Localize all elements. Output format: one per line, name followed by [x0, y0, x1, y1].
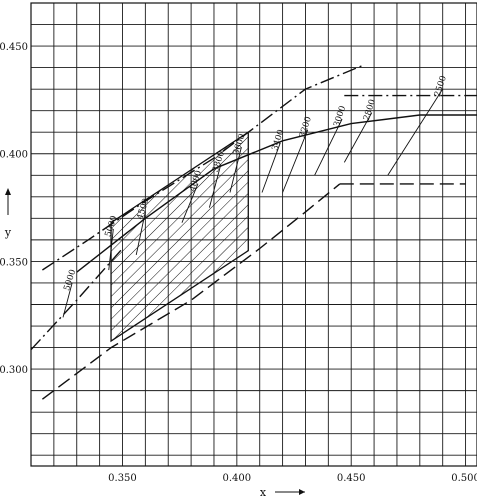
x-axis-label: x	[260, 486, 267, 499]
y-tick-label: 0.400	[0, 150, 28, 161]
x-tick-labels: 0.350 0.400 0.450 0.500	[108, 473, 477, 484]
y-axis-label: y	[4, 226, 12, 239]
series-line-dash-dot	[30, 248, 124, 351]
series-line-dashed	[41, 183, 341, 400]
y-tick-label: 0.350	[0, 257, 28, 268]
isotherm-leader	[135, 211, 146, 256]
isotherm-leader	[282, 129, 309, 193]
isotherm-leader	[229, 147, 242, 193]
isotherm-leader	[108, 228, 114, 271]
x-tick-label: 0.500	[451, 473, 477, 484]
isotherm-label: 3200	[298, 115, 314, 139]
series-line-solid	[76, 114, 477, 273]
isotherm-leader	[62, 282, 73, 318]
isotherm-leader	[181, 183, 199, 223]
isotherm-label: 2800	[362, 98, 378, 122]
isotherm-leader	[343, 112, 373, 163]
x-tick-label: 0.450	[337, 473, 366, 484]
plot-frame	[30, 2, 477, 467]
isotherm-label: 5000	[62, 268, 78, 292]
x-tick-label: 0.350	[108, 473, 137, 484]
y-tick-label: 0.300	[0, 365, 28, 376]
grid	[30, 2, 477, 466]
boundary-curves	[30, 64, 477, 400]
isotherm-leader	[208, 164, 222, 208]
y-tick-label: 0.450	[0, 42, 28, 53]
isotherm-leader	[314, 118, 343, 176]
x-tick-label: 0.400	[223, 473, 252, 484]
x-axis-label-group: x	[260, 486, 305, 499]
y-axis-label-group: y	[4, 188, 12, 239]
isotherm-leader	[261, 142, 281, 193]
isotherm-leader	[387, 88, 444, 176]
isotherm-label: 2500	[433, 75, 449, 99]
y-tick-labels: 0.300 0.350 0.400 0.450	[0, 42, 28, 376]
